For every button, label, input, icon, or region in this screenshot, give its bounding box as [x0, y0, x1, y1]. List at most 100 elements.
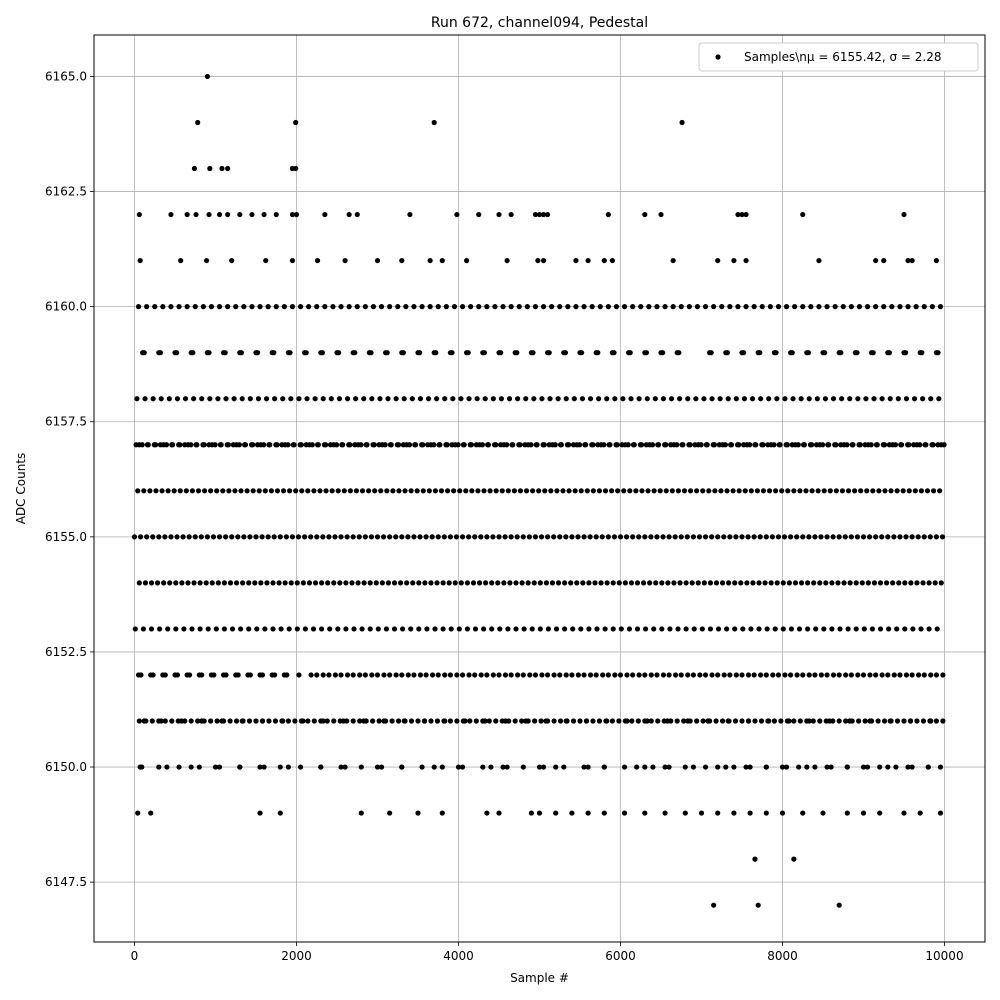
- data-point: [182, 396, 189, 402]
- data-point: [181, 626, 187, 632]
- data-point: [779, 488, 785, 494]
- data-point: [347, 442, 353, 448]
- data-point: [543, 580, 549, 586]
- data-point: [196, 764, 202, 770]
- data-point: [644, 396, 650, 402]
- y-axis-label: ADC Counts: [14, 453, 28, 525]
- data-point: [538, 534, 545, 540]
- data-point: [653, 580, 659, 586]
- data-point: [604, 718, 610, 724]
- data-point: [582, 442, 588, 448]
- data-point: [539, 396, 545, 402]
- data-point: [636, 672, 642, 678]
- data-point: [901, 718, 907, 724]
- data-point: [721, 672, 727, 678]
- legend-box: [698, 42, 979, 72]
- data-point: [936, 396, 942, 402]
- data-point: [702, 764, 709, 770]
- data-point: [902, 580, 908, 586]
- data-point: [796, 626, 803, 632]
- data-point: [817, 442, 823, 448]
- data-point: [643, 626, 649, 632]
- data-point: [476, 580, 483, 586]
- data-point: [702, 672, 709, 678]
- data-point: [496, 211, 502, 218]
- data-point: [246, 626, 252, 632]
- data-point: [768, 580, 774, 586]
- data-point: [141, 350, 147, 356]
- data-point: [225, 304, 231, 310]
- data-point: [697, 672, 703, 678]
- data-point: [823, 580, 829, 586]
- data-point: [681, 488, 688, 494]
- data-point: [314, 442, 321, 448]
- data-point: [731, 810, 737, 816]
- data-point: [851, 488, 858, 494]
- y-axis-ticks: 6147.5 6150.0 6152.5 6155.0 6157.5 6160.0 6162…: [45, 69, 94, 889]
- data-point: [725, 396, 731, 402]
- x-tick-label: 6000: [605, 949, 636, 963]
- data-point: [866, 534, 873, 540]
- data-point: [800, 534, 806, 540]
- data-point: [292, 718, 298, 724]
- data-point: [408, 488, 414, 494]
- data-point: [824, 304, 830, 310]
- data-point: [508, 672, 514, 678]
- data-point: [255, 396, 262, 402]
- data-point: [432, 488, 439, 494]
- data-point: [358, 810, 364, 816]
- data-point: [581, 672, 587, 678]
- data-point: [543, 718, 549, 724]
- data-point: [165, 626, 171, 632]
- data-point: [937, 304, 944, 310]
- data-point: [555, 580, 562, 586]
- data-point: [865, 442, 871, 448]
- data-point: [135, 810, 141, 816]
- data-point: [557, 534, 563, 540]
- data-point: [294, 580, 300, 586]
- data-point: [694, 488, 700, 494]
- data-point: [140, 626, 147, 632]
- data-point: [150, 672, 156, 678]
- data-point: [458, 580, 464, 586]
- data-point: [293, 488, 299, 494]
- data-point: [682, 810, 688, 816]
- data-point: [732, 626, 738, 632]
- data-point: [289, 534, 296, 540]
- data-point: [605, 534, 611, 540]
- data-point: [562, 626, 568, 632]
- data-point: [361, 718, 367, 724]
- data-point: [434, 396, 440, 402]
- data-point: [320, 672, 326, 678]
- data-point: [691, 626, 697, 632]
- data-point: [419, 764, 425, 770]
- data-point: [864, 304, 871, 310]
- data-point: [903, 534, 909, 540]
- data-point: [590, 442, 596, 448]
- data-point: [142, 396, 148, 402]
- data-point: [404, 580, 410, 586]
- data-point: [526, 534, 532, 540]
- data-point: [792, 442, 799, 448]
- y-tick-label: 6157.5: [45, 415, 87, 429]
- data-point: [280, 488, 287, 494]
- data-point: [551, 534, 557, 540]
- data-point: [199, 718, 205, 724]
- data-point: [216, 304, 223, 310]
- data-point: [495, 580, 501, 586]
- data-point: [817, 580, 823, 586]
- data-point: [750, 580, 756, 586]
- data-point: [408, 626, 414, 632]
- data-point: [233, 718, 240, 724]
- data-point: [286, 626, 292, 632]
- data-point: [630, 304, 636, 310]
- data-point: [325, 580, 331, 586]
- data-point: [379, 580, 385, 586]
- data-point: [485, 442, 491, 448]
- data-point: [745, 534, 751, 540]
- data-point: [678, 304, 684, 310]
- data-point: [860, 764, 867, 770]
- data-point: [502, 718, 509, 724]
- data-point: [157, 350, 164, 356]
